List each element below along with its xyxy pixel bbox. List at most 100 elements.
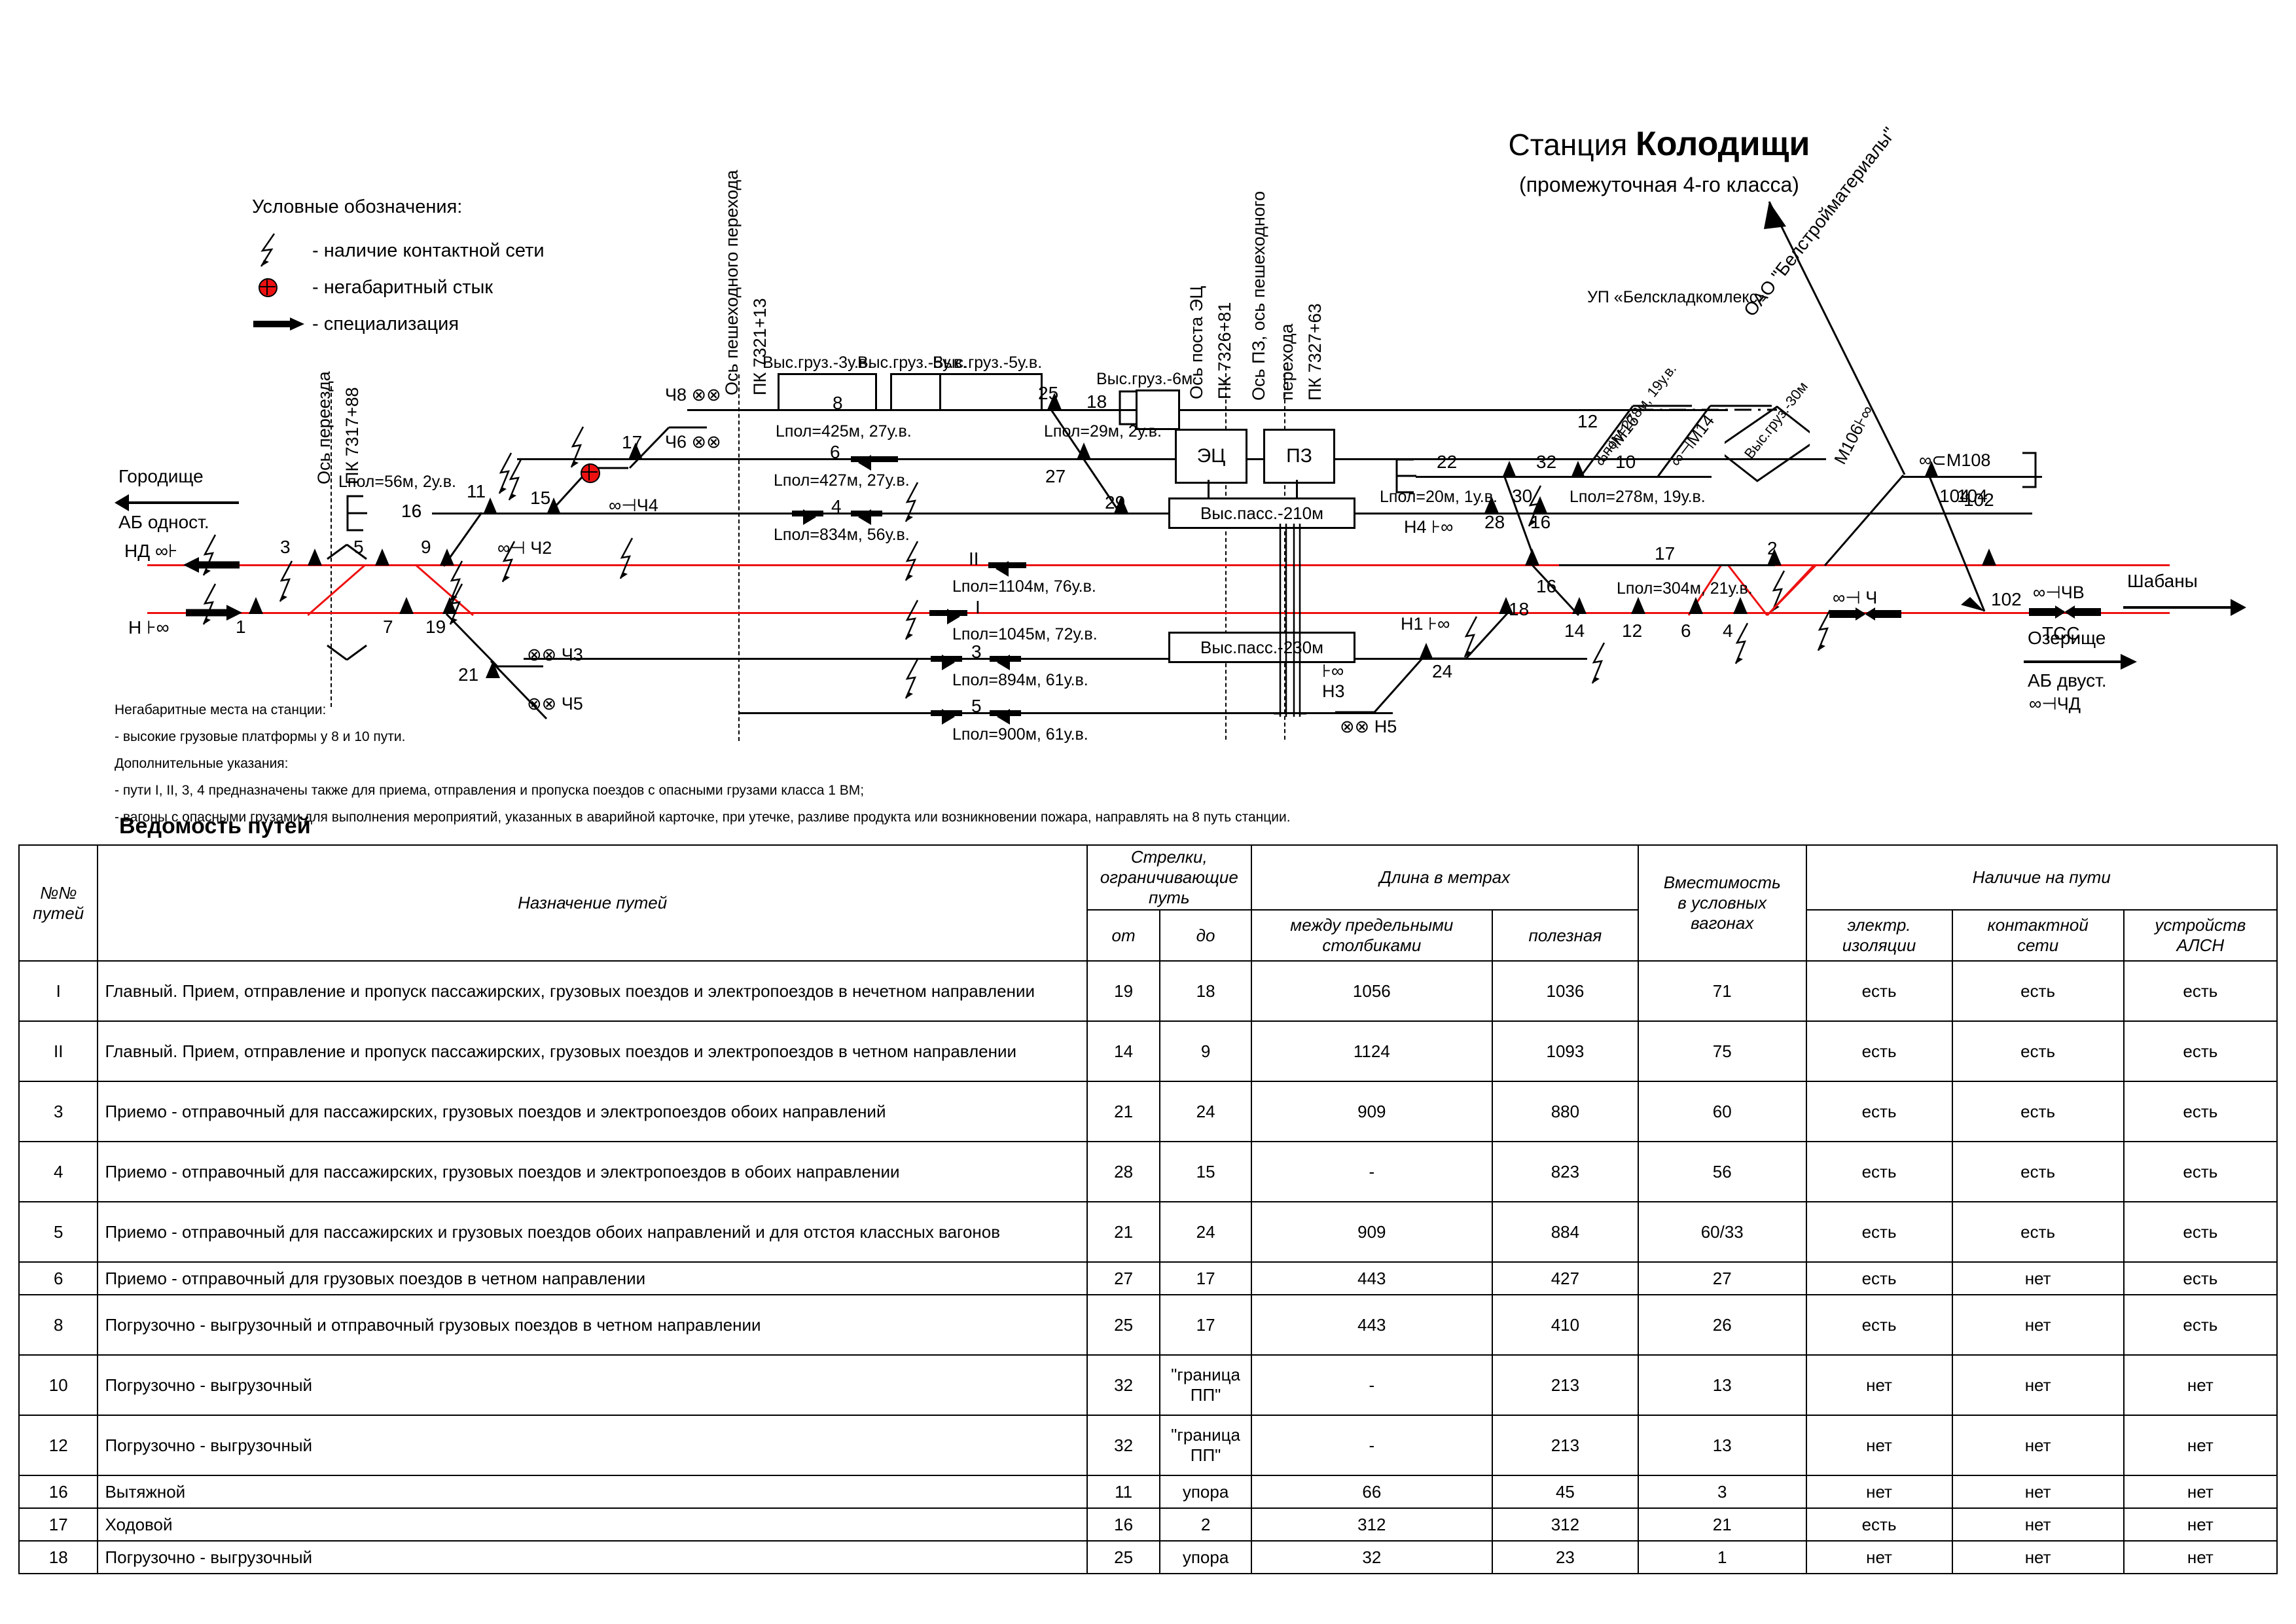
- switch-point-icon: [1689, 597, 1703, 614]
- spec-arrow-right-bottom: [1829, 605, 1901, 626]
- cell-switch-from: 25: [1086, 1540, 1161, 1574]
- cell-length-useful: 884: [1491, 1201, 1639, 1263]
- freight-platform-label-4: Выс.груз.-6м: [1096, 370, 1193, 388]
- direction-name-shabany: Шабаны: [2127, 571, 2198, 591]
- cell-alsn: есть: [2123, 1141, 2278, 1202]
- cell-track-no: 5: [18, 1201, 99, 1263]
- switch-number-4: 4: [1723, 621, 1733, 641]
- track-number-22: 22: [1437, 452, 1458, 472]
- cell-purpose: Ходовой: [97, 1507, 1088, 1542]
- switch-point-icon: [483, 497, 497, 514]
- legend: Условные обозначения: - наличие контактн…: [252, 196, 545, 342]
- lightning-icon: [1813, 609, 1833, 651]
- cell-electric-isolation: нет: [1805, 1540, 1953, 1574]
- cell-electric-isolation: есть: [1805, 1020, 1953, 1082]
- cell-length-useful: 312: [1491, 1507, 1639, 1542]
- table-header-row-2: от до между предельными столбиками полез…: [19, 909, 2278, 962]
- cell-switch-to: 17: [1159, 1294, 1252, 1356]
- lpol-label-8: Lпол=425м, 27у.в.: [776, 422, 912, 441]
- cell-switch-from: 21: [1086, 1201, 1161, 1263]
- switch-number-9: 9: [421, 537, 431, 557]
- cell-alsn: есть: [2123, 1261, 2278, 1295]
- track-8-line: [687, 409, 1728, 411]
- th-contact-net: контактной сети: [1951, 909, 2125, 962]
- th-to: до: [1159, 909, 1252, 962]
- table-row: 10 Погрузочно - выгрузочный 32 "граница ПП" -…: [18, 1354, 2278, 1416]
- cell-switch-to: 17: [1159, 1261, 1252, 1295]
- spec-arrow-6: [851, 455, 898, 471]
- table-row: 6 Приемо - отправочный для грузовых поезд…: [18, 1261, 2278, 1295]
- cell-track-no: 4: [18, 1141, 99, 1202]
- cell-length-between: 1056: [1250, 960, 1493, 1022]
- switch-point-icon: [1982, 549, 1996, 566]
- cell-purpose: Вытяжной: [97, 1475, 1088, 1509]
- track-number-8: 8: [833, 393, 843, 413]
- axis-label-pedestrian1-line2: ПК 7321+13: [750, 298, 770, 396]
- switch-point-icon: [1533, 496, 1547, 513]
- cell-track-no: 6: [18, 1261, 99, 1295]
- th-useful-length: полезная: [1491, 909, 1639, 962]
- right-crossover-red: [1571, 560, 1846, 623]
- signal-label-ChV: ∞⊣ЧВ: [2033, 583, 2085, 602]
- ec-connector: [1208, 480, 1210, 502]
- pz-connector: [1296, 480, 1298, 502]
- signal-label-M108: ∞⊂М108: [1919, 450, 1991, 470]
- switch-point-icon: [628, 442, 643, 460]
- track-number-6: 6: [830, 442, 840, 462]
- track-104-line: [1901, 476, 2042, 478]
- lpol-label-6: Lпол=427м, 27у.в.: [774, 471, 910, 490]
- station-title-block: Станция Колодищи (промежуточная 4-го кла…: [1476, 124, 1842, 197]
- cell-contact-net: есть: [1951, 1020, 2125, 1082]
- signal-label-N4: Н4 ⊦∞: [1404, 517, 1454, 537]
- cell-switch-from: 27: [1086, 1261, 1161, 1295]
- cell-track-no: 12: [18, 1415, 99, 1476]
- direction-name-gorodishche: Городище: [118, 466, 204, 486]
- page-title: Станция Колодищи: [1508, 125, 1810, 163]
- cell-alsn: нет: [2123, 1507, 2278, 1542]
- spec-arrow-5-right: [931, 709, 962, 725]
- track-number-18: 18: [1086, 391, 1107, 412]
- up-connectors-belskladkomleks: [1561, 380, 1901, 488]
- cell-length-useful: 23: [1491, 1540, 1639, 1574]
- lightning-icon: [615, 537, 635, 579]
- table-row: 16 Вытяжной 11 упора 66 45 3 нет нет нет: [18, 1475, 2278, 1509]
- building-pz: ПЗ: [1263, 429, 1335, 484]
- switch-number-14: 14: [1564, 621, 1585, 641]
- cell-length-between: -: [1250, 1141, 1493, 1202]
- th-purpose: Назначение путей: [97, 844, 1088, 962]
- track-3-line: [524, 658, 1587, 660]
- lightning-icon: [494, 452, 514, 494]
- cell-track-no: I: [18, 960, 99, 1022]
- cell-length-useful: 410: [1491, 1294, 1639, 1356]
- axis-line-pereezd: [331, 386, 332, 707]
- cell-electric-isolation: нет: [1805, 1354, 1953, 1416]
- table-caption: Ведомость путей: [119, 814, 311, 839]
- signal-label-N3: ⊦∞ Н3: [1322, 661, 1345, 701]
- table-row: 3 Приемо - отправочный для пассажирских, …: [18, 1081, 2278, 1142]
- th-track-no: №№ путей: [18, 844, 99, 962]
- lpol-label-10: Lпол=278м, 19у.в.: [1570, 488, 1706, 506]
- switch-number-27: 27: [1045, 466, 1066, 486]
- cell-track-no: 10: [18, 1354, 99, 1416]
- switch-number-12b: 12: [1622, 621, 1643, 641]
- switch-number-16b: 16: [1530, 512, 1551, 532]
- cell-alsn: есть: [2123, 1081, 2278, 1142]
- right-connectors-N: [1335, 601, 1610, 729]
- cell-capacity: 75: [1637, 1020, 1807, 1082]
- table-row: 17 Ходовой 16 2 312 312 21 есть нет нет: [18, 1507, 2278, 1542]
- spec-arrow-3-right: [931, 655, 962, 670]
- cell-alsn: нет: [2123, 1415, 2278, 1476]
- cell-capacity: 60: [1637, 1081, 1807, 1142]
- cell-switch-from: 25: [1086, 1294, 1161, 1356]
- switch-point-icon: [1484, 496, 1499, 513]
- cell-length-between: -: [1250, 1415, 1493, 1476]
- lpol-label-16: Lпол=56м, 2у.в.: [338, 473, 456, 491]
- switch-point-icon: [1077, 442, 1091, 460]
- switch-number-7: 7: [383, 617, 393, 637]
- switch-point-icon: [375, 549, 389, 566]
- cell-contact-net: нет: [1951, 1540, 2125, 1574]
- axis-line-ec-post: [1225, 367, 1227, 740]
- cell-electric-isolation: есть: [1805, 1201, 1953, 1263]
- switch-point-icon: [547, 497, 561, 514]
- track-number-5: 5: [971, 696, 982, 716]
